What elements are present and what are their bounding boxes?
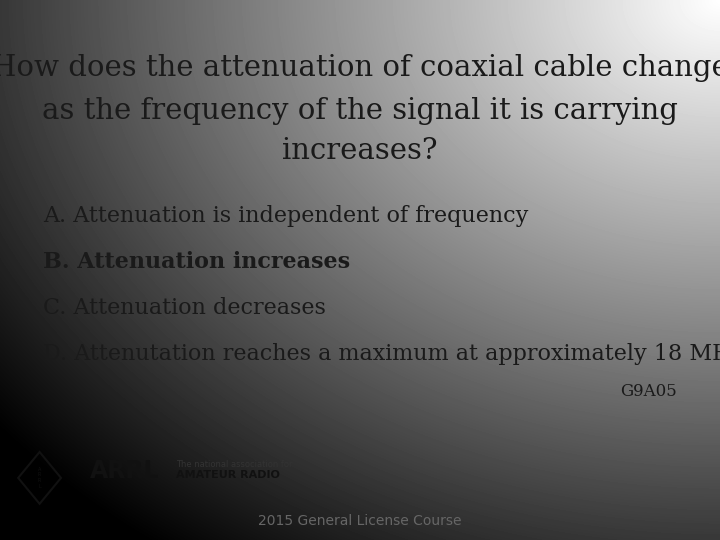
Text: 2015 General License Course: 2015 General License Course	[258, 514, 462, 528]
Text: C. Attenuation decreases: C. Attenuation decreases	[43, 297, 326, 319]
Text: The national association for: The national association for	[176, 460, 293, 469]
Text: as the frequency of the signal it is carrying: as the frequency of the signal it is car…	[42, 97, 678, 125]
Text: increases?: increases?	[282, 137, 438, 165]
Text: A
R
R
L: A R R L	[38, 467, 41, 489]
Text: A. Attenuation is independent of frequency: A. Attenuation is independent of frequen…	[43, 205, 528, 227]
Text: ARRL: ARRL	[90, 460, 160, 483]
Text: G9A05: G9A05	[620, 383, 677, 400]
Text: How does the attenuation of coaxial cable change: How does the attenuation of coaxial cabl…	[0, 53, 720, 82]
Text: AMATEUR RADIO: AMATEUR RADIO	[176, 470, 280, 480]
Text: D. Attenutation reaches a maximum at approximately 18 MHz: D. Attenutation reaches a maximum at app…	[43, 343, 720, 364]
Text: B. Attenuation increases: B. Attenuation increases	[43, 251, 351, 273]
